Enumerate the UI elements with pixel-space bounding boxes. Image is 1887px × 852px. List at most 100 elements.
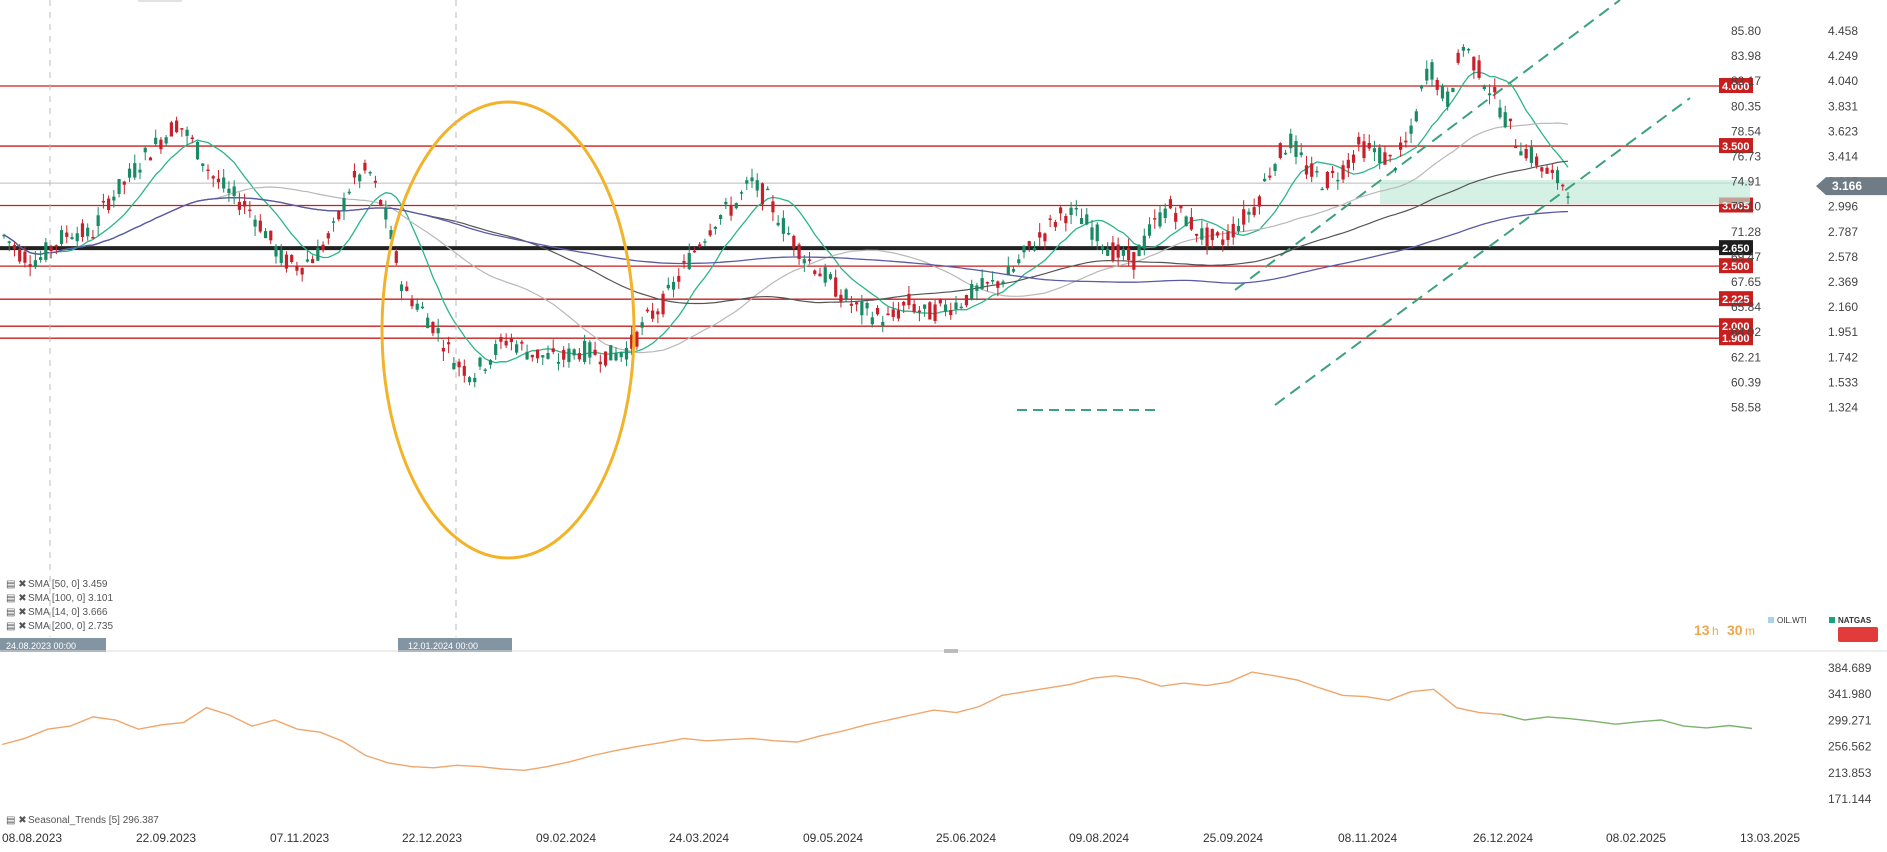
right-axis-tick: 2.578 xyxy=(1828,250,1858,264)
candle xyxy=(933,304,937,321)
candle xyxy=(698,244,702,247)
candle xyxy=(1472,56,1476,71)
seasonal-axis-tick: 171.144 xyxy=(1828,792,1872,806)
candle xyxy=(656,311,660,315)
candle xyxy=(279,249,283,263)
pane-resize-handle[interactable] xyxy=(944,649,958,653)
candle xyxy=(59,230,64,245)
level-tag xyxy=(1719,330,1753,346)
candle xyxy=(1074,207,1078,210)
candle xyxy=(211,176,215,179)
seasonal-line xyxy=(1,671,1503,772)
candle xyxy=(2,234,6,237)
candle xyxy=(488,360,493,365)
candle xyxy=(1357,136,1361,145)
candle xyxy=(1372,148,1377,153)
candle xyxy=(1257,196,1261,207)
time-axis-label: 09.08.2024 xyxy=(1069,831,1129,845)
lower-legend-icons[interactable]: ▤ ✖ xyxy=(6,815,27,826)
candle xyxy=(1430,62,1434,80)
candle xyxy=(671,281,676,290)
candle xyxy=(269,230,273,241)
candle xyxy=(692,250,697,253)
candle xyxy=(195,141,200,160)
candle xyxy=(771,201,775,213)
candle xyxy=(1132,252,1136,270)
candle xyxy=(745,180,749,184)
candle xyxy=(1153,218,1157,220)
secondary-axis-tick: 62.21 xyxy=(1731,350,1761,364)
candle xyxy=(1048,218,1052,220)
time-axis-label: 26.12.2024 xyxy=(1473,831,1533,845)
candle xyxy=(1184,216,1188,227)
candle xyxy=(1388,154,1392,157)
candle xyxy=(902,301,906,306)
candle xyxy=(54,245,58,247)
candle xyxy=(1503,112,1507,128)
time-axis-label: 08.11.2024 xyxy=(1338,831,1397,845)
candle xyxy=(1137,245,1141,257)
candle xyxy=(316,247,320,261)
candle xyxy=(405,286,409,291)
candles-layer xyxy=(2,44,1570,388)
candle xyxy=(80,223,85,237)
candle xyxy=(222,177,226,189)
candle xyxy=(431,321,435,334)
candle xyxy=(635,331,639,347)
candle xyxy=(1231,223,1235,238)
candle xyxy=(1393,168,1397,171)
legend-icons-1[interactable]: ▤ ✖ xyxy=(6,579,27,590)
seasonal-forecast-line xyxy=(1501,713,1753,730)
oilwti-swatch xyxy=(1768,617,1774,623)
candle xyxy=(347,191,351,194)
candle xyxy=(258,220,262,232)
candle xyxy=(154,137,158,145)
candle xyxy=(870,317,874,325)
secondary-axis-tick: 67.65 xyxy=(1731,275,1761,289)
candle xyxy=(457,361,461,368)
legend-icons-2[interactable]: ▤ ✖ xyxy=(6,593,27,604)
right-axis-tick: 2.160 xyxy=(1828,300,1858,314)
candle xyxy=(1064,216,1068,224)
candle xyxy=(1006,265,1010,275)
candle xyxy=(535,349,540,359)
candle xyxy=(305,259,309,262)
candle xyxy=(1467,48,1471,51)
candle xyxy=(509,338,513,343)
candle xyxy=(1425,68,1429,81)
time-axis-label: 25.09.2024 xyxy=(1203,831,1263,845)
candle xyxy=(834,277,838,297)
legend-sma-200: SMA [200, 0] 2.735 xyxy=(28,621,113,632)
right-axis-tick: 2.787 xyxy=(1828,225,1858,239)
candle xyxy=(520,341,524,344)
candle xyxy=(243,200,247,207)
candle xyxy=(928,302,932,320)
candle xyxy=(101,200,105,203)
candle xyxy=(39,257,43,260)
candle xyxy=(384,207,388,220)
candle xyxy=(713,226,717,229)
candle xyxy=(797,244,801,259)
candle xyxy=(593,349,597,355)
candle xyxy=(734,203,738,209)
secondary-axis-tick: 85.80 xyxy=(1731,24,1761,38)
candle xyxy=(677,275,681,282)
candle xyxy=(1383,152,1387,165)
candle xyxy=(1399,142,1403,150)
seasonal-axis-tick: 299.271 xyxy=(1828,713,1872,727)
legend-icons-4[interactable]: ▤ ✖ xyxy=(6,621,27,632)
time-axis-label: 09.02.2024 xyxy=(536,831,596,845)
candle xyxy=(964,294,969,306)
candle xyxy=(410,299,414,307)
seasonal-axis-tick: 256.562 xyxy=(1828,740,1872,754)
indicator-legend: ▤ ✖ SMA [50, 0] 3.459 ▤ ✖ SMA [100, 0] 3… xyxy=(6,579,113,632)
candle xyxy=(1079,218,1084,225)
candle xyxy=(755,180,759,191)
legend-icons-3[interactable]: ▤ ✖ xyxy=(6,607,27,618)
candle xyxy=(143,147,147,153)
candle xyxy=(253,219,257,227)
candle xyxy=(201,163,205,166)
candle xyxy=(441,347,445,352)
candle xyxy=(985,282,989,284)
